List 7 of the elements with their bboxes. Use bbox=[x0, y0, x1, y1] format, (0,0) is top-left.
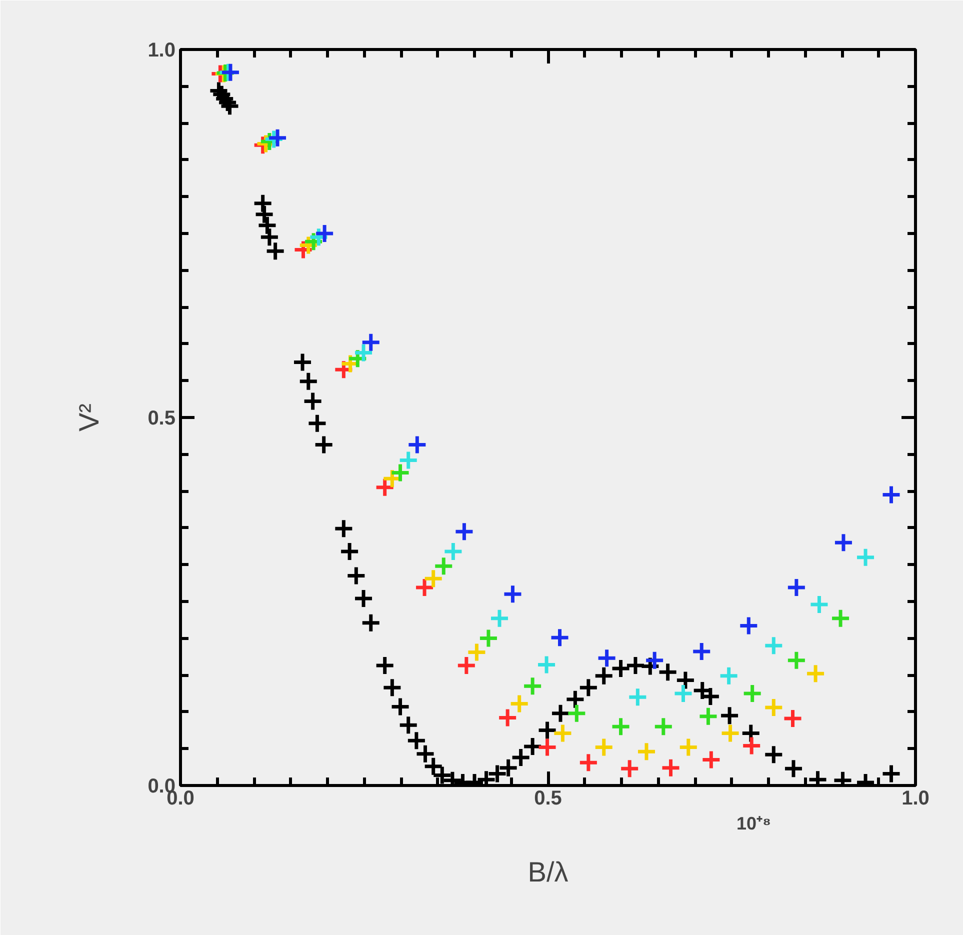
text: 10⁺⁸ bbox=[736, 814, 772, 834]
x-axis-title: B/λ bbox=[528, 856, 568, 888]
y-axis-title: V² bbox=[74, 404, 105, 432]
x-tick-label: 1.0 bbox=[902, 788, 930, 810]
x-tick-label: 0.5 bbox=[534, 788, 562, 810]
y-tick-label: 1.0 bbox=[148, 40, 176, 62]
y-tick-label: 0.5 bbox=[148, 408, 176, 430]
